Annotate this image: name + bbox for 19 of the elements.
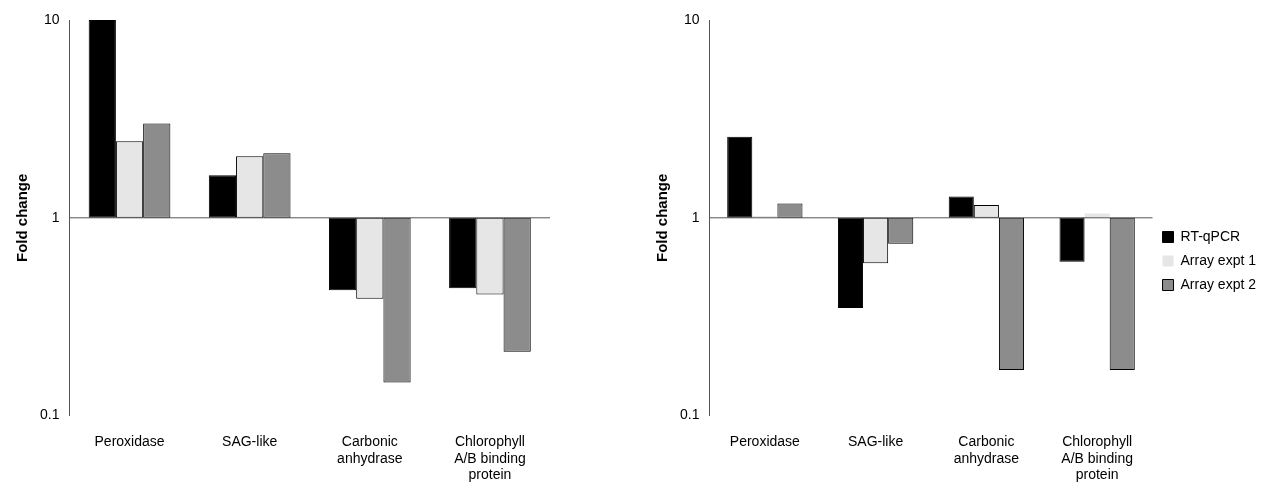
x-tick-label: Peroxidase [94, 432, 165, 449]
x-tick-label: Chlorophyll A/B binding protein [454, 432, 526, 483]
legend-label: Array expt 2 [1180, 275, 1257, 292]
x-tick-label: Carbonic anhydrase [953, 432, 1020, 466]
y-tick-label: 0.1 [679, 406, 700, 423]
y-axis-title: Fold change [653, 173, 671, 262]
x-tick-label: Chlorophyll A/B binding protein [1061, 432, 1133, 483]
y-tick-label: 1 [691, 208, 700, 225]
y-tick-label: 1 [51, 208, 60, 225]
y-tick-label: 0.1 [39, 406, 60, 423]
y-axis-title: Fold change [13, 173, 31, 262]
x-tick-label: Carbonic anhydrase [337, 432, 403, 466]
x-tick-label: Peroxidase [729, 432, 801, 449]
y-tick-label: 10 [683, 10, 700, 27]
legend-label: Array expt 1 [1180, 251, 1257, 268]
x-tick-label: SAG-like [847, 432, 904, 449]
x-tick-label: SAG-like [222, 432, 278, 449]
y-tick-label: 10 [43, 10, 60, 27]
legend-label: RT-qPCR [1180, 227, 1241, 244]
